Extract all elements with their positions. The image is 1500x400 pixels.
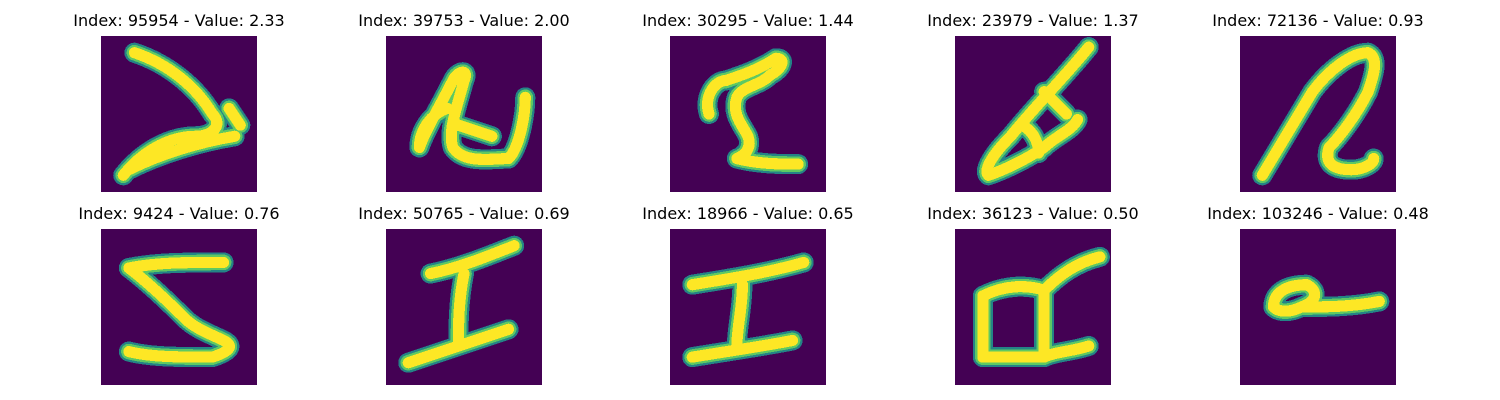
digit-image [955,36,1111,192]
handwritten-small-loop-stroke [1267,279,1385,317]
digit-image [101,229,257,385]
digit-image [1240,36,1396,192]
digit-image [1240,229,1396,385]
image-panel: Index: 36123 - Value: 0.50 [891,202,1175,392]
digit-image [386,36,542,192]
handwritten-i-bold-stroke [686,256,810,363]
handwritten-slanted-2-stroke [1256,47,1381,181]
panel-title: Index: 23979 - Value: 1.37 [927,11,1139,30]
image-panel: Index: 9424 - Value: 0.76 [37,202,321,392]
image-panel: Index: 72136 - Value: 0.93 [1176,9,1460,199]
image-panel: Index: 39753 - Value: 2.00 [322,9,606,199]
panel-title: Index: 72136 - Value: 0.93 [1212,11,1424,30]
handwritten-loop-u-stroke [413,66,531,165]
handwritten-2-stroke [702,52,804,170]
digit-image [955,229,1111,385]
handwritten-i-stroke [402,240,520,369]
handwritten-2-sideways-stroke [117,47,246,181]
panel-title: Index: 9424 - Value: 0.76 [78,204,280,223]
panel-title: Index: 36123 - Value: 0.50 [927,204,1139,223]
digit-image [670,36,826,192]
handwritten-5-stroke [123,256,235,363]
panel-title: Index: 30295 - Value: 1.44 [642,11,854,30]
image-panel: Index: 23979 - Value: 1.37 [891,9,1175,199]
image-panel: Index: 30295 - Value: 1.44 [606,9,890,199]
handwritten-box-a-stroke [977,251,1106,363]
panel-title: Index: 103246 - Value: 0.48 [1207,204,1429,223]
image-panel: Index: 50765 - Value: 0.69 [322,202,606,392]
panel-title: Index: 95954 - Value: 2.33 [73,11,285,30]
panel-title: Index: 18966 - Value: 0.65 [642,204,854,223]
digit-image [670,229,826,385]
image-panel: Index: 95954 - Value: 2.33 [37,9,321,199]
digit-image [101,36,257,192]
image-panel: Index: 18966 - Value: 0.65 [606,202,890,392]
image-panel: Index: 103246 - Value: 0.48 [1176,202,1460,392]
panel-title: Index: 50765 - Value: 0.69 [358,204,570,223]
panel-title: Index: 39753 - Value: 2.00 [358,11,570,30]
handwritten-slanted-a-stroke [981,41,1095,181]
digit-image [386,229,542,385]
